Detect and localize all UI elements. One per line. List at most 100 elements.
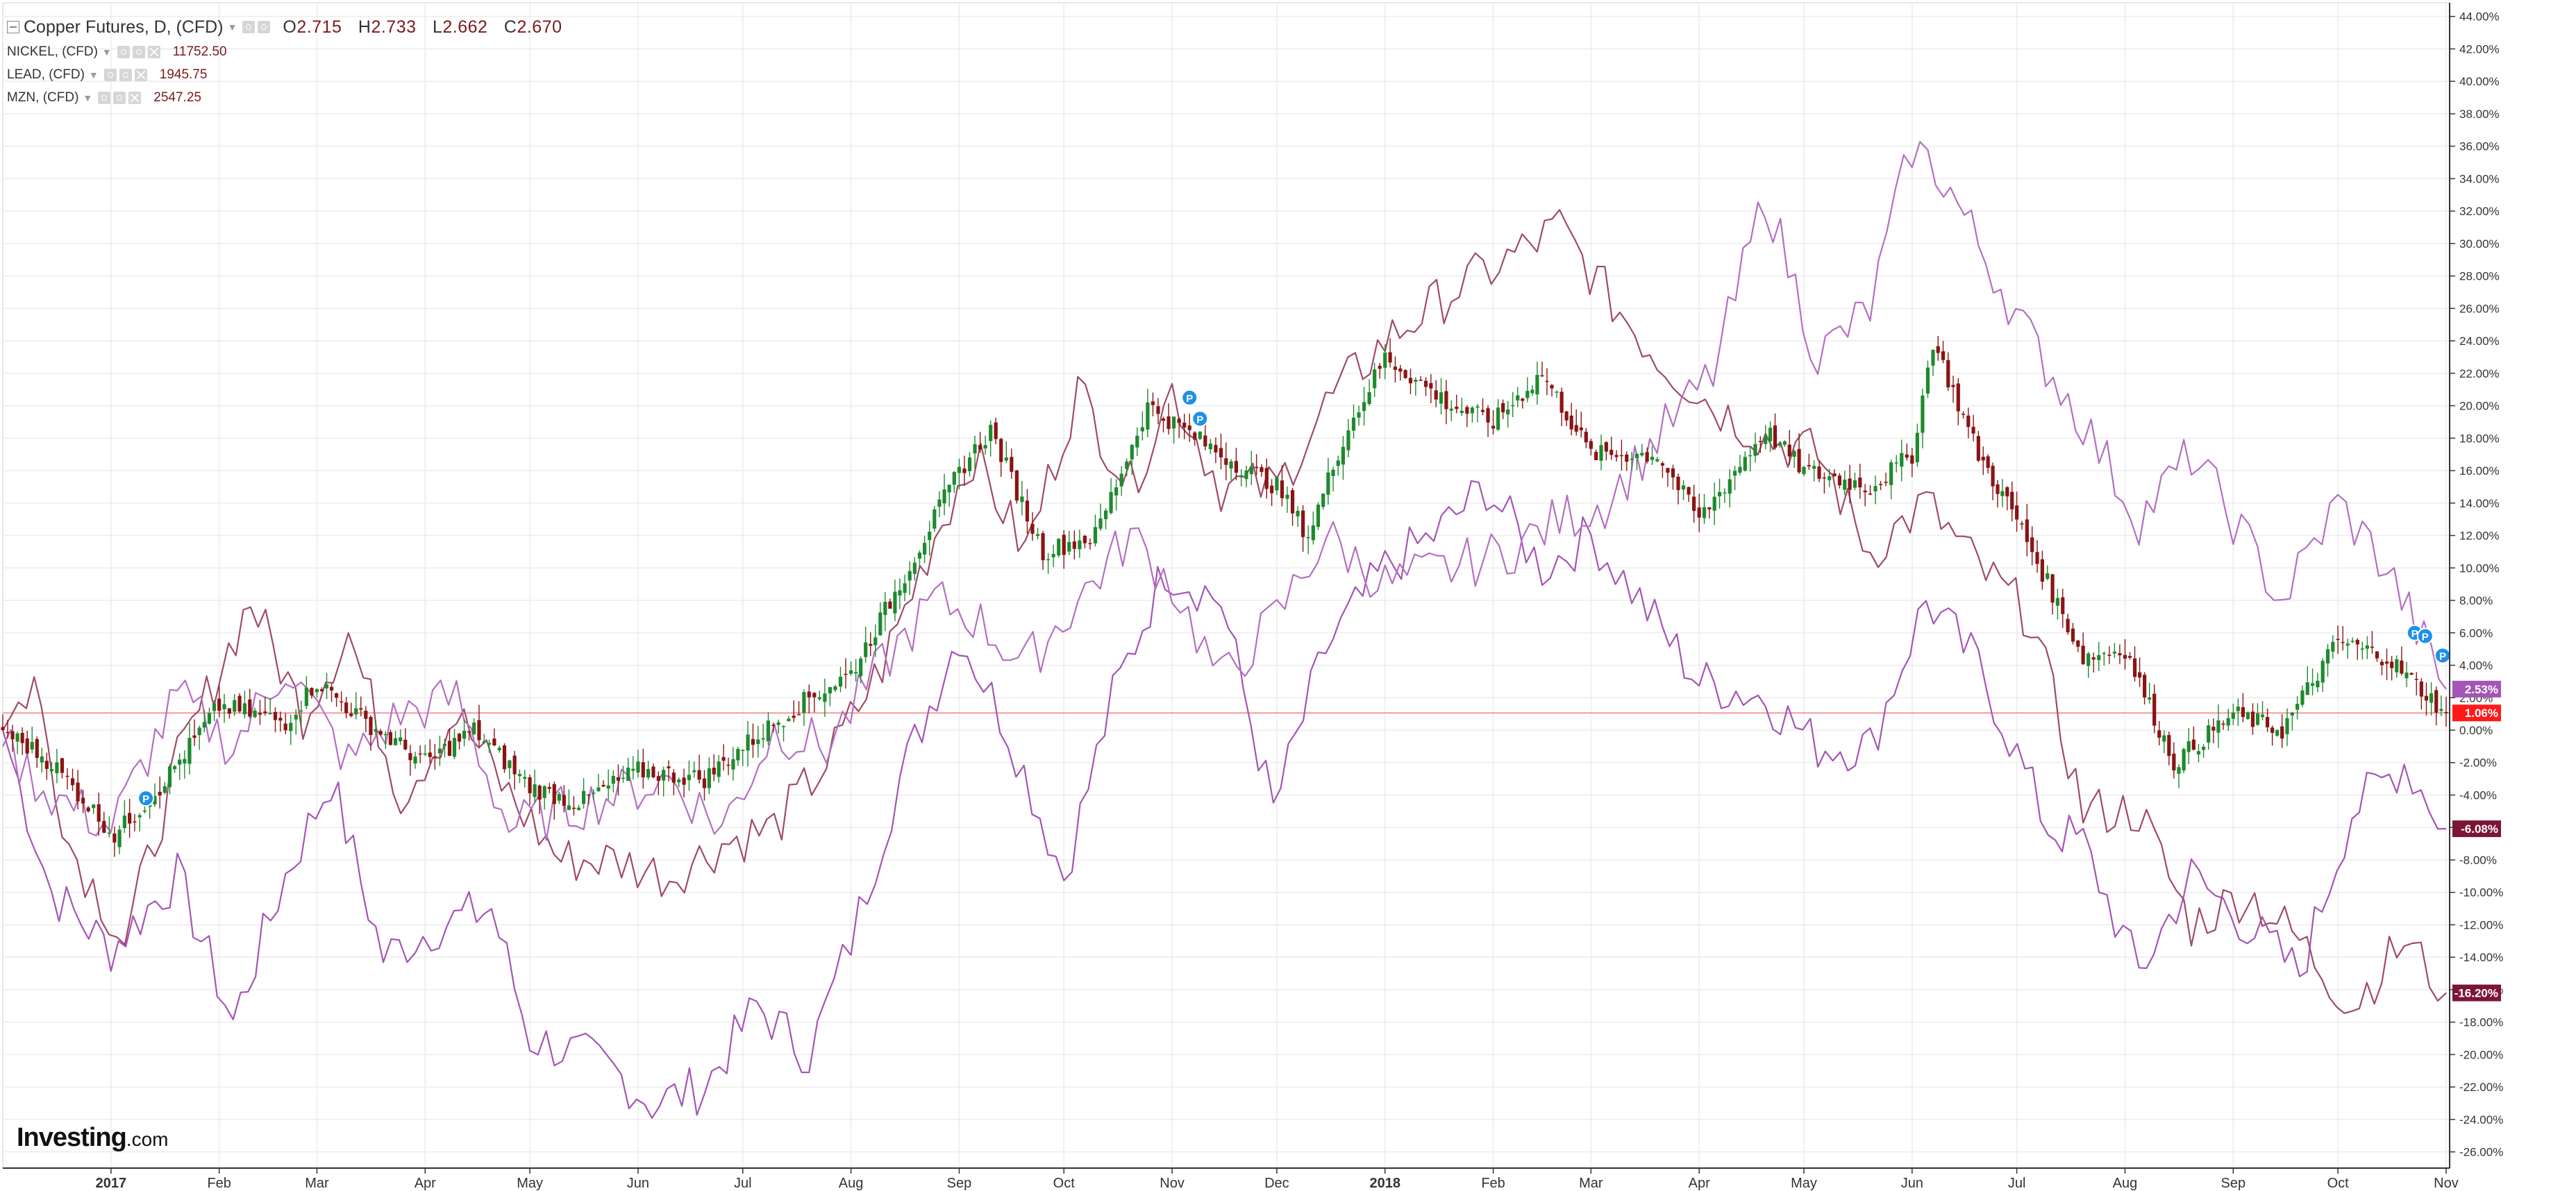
candle-body <box>1072 541 1076 549</box>
candle-body <box>1936 346 1940 353</box>
candle-body <box>1398 368 1403 372</box>
overlay-symbol[interactable]: LEAD, (CFD) <box>7 67 85 82</box>
y-tick-label: -2.00% <box>2459 757 2497 770</box>
candle-body <box>1599 445 1603 461</box>
y-tick-label: 24.00% <box>2459 335 2500 348</box>
candle-body <box>428 752 432 757</box>
candle-body <box>202 722 206 728</box>
candle-body <box>1758 441 1762 442</box>
candle-body <box>1306 537 1310 539</box>
close-icon[interactable] <box>134 68 147 81</box>
x-axis[interactable]: 2017 Feb Mar Apr May Jun Jul Aug Sep Oct Nov Dec 201… <box>3 1167 2459 1191</box>
x-tick-label: Apr <box>1689 1176 1710 1191</box>
candle-body <box>1214 445 1218 453</box>
candle-body <box>537 785 542 800</box>
event-marker-icon[interactable] <box>137 790 155 807</box>
candle-body <box>1966 415 1971 428</box>
candle-body <box>2250 711 2255 727</box>
event-marker-icon[interactable] <box>1191 410 1209 428</box>
close-icon[interactable] <box>147 45 160 58</box>
candle-body <box>2046 573 2050 579</box>
y-tick-label: 34.00% <box>2459 172 2500 185</box>
chevron-down-icon[interactable]: ▼ <box>227 22 237 33</box>
visibility-icon[interactable] <box>119 68 132 81</box>
candle-body <box>1863 490 1867 493</box>
collapse-icon[interactable] <box>7 21 19 33</box>
candle-body <box>359 708 363 710</box>
chevron-down-icon[interactable]: ▼ <box>101 46 112 58</box>
candle-body <box>771 725 776 726</box>
event-marker-label[interactable]: P <box>2439 650 2446 662</box>
legend-main[interactable]: Copper Futures, D, (CFD) ▼ O2.715 H2.733… <box>7 14 574 40</box>
candle-body <box>848 670 853 674</box>
event-marker-icon[interactable] <box>1181 389 1198 406</box>
event-marker-icon[interactable] <box>2416 627 2434 645</box>
candle-body <box>222 704 226 709</box>
chevron-down-icon[interactable]: ▼ <box>88 69 99 81</box>
x-tick-label: Sep <box>2221 1176 2246 1191</box>
candle-body <box>437 748 442 754</box>
event-marker-label[interactable]: P <box>1196 414 1203 425</box>
candle-body <box>197 727 201 736</box>
candle-body <box>1764 437 1768 444</box>
overlay-value: 1945.75 <box>159 67 208 82</box>
candle-body <box>102 820 106 833</box>
candle-body <box>487 743 492 745</box>
visibility-icon[interactable] <box>258 21 271 33</box>
visibility-icon[interactable] <box>132 45 145 58</box>
legend-overlay-mzn[interactable]: MZN, (CFD) ▼ 2547.25 <box>7 86 574 109</box>
candle-body <box>576 807 581 811</box>
settings-icon[interactable] <box>242 21 256 33</box>
event-marker-label[interactable]: P <box>2411 628 2418 640</box>
candle-body <box>482 741 486 743</box>
candle-body <box>1357 412 1361 418</box>
overlay-symbol[interactable]: NICKEL, (CFD) <box>7 44 98 59</box>
candle-body <box>1078 540 1082 550</box>
candle-body <box>1555 391 1559 393</box>
chevron-down-icon[interactable]: ▼ <box>83 92 93 103</box>
y-tick-label: -26.00% <box>2459 1146 2503 1159</box>
candle-body <box>1264 468 1269 489</box>
x-tick-label: Mar <box>1579 1176 1603 1191</box>
candle-body <box>533 784 537 797</box>
candle-body <box>1525 391 1530 398</box>
candle-body <box>736 749 740 761</box>
x-tick-label: Apr <box>415 1176 436 1191</box>
candle-body <box>35 738 39 759</box>
x-tick-label: Jun <box>1901 1176 1923 1191</box>
settings-icon[interactable] <box>103 68 117 81</box>
candle-body <box>2336 639 2340 641</box>
legend-overlay-nickel[interactable]: NICKEL, (CFD) ▼ 11752.50 <box>7 40 574 63</box>
main-symbol[interactable]: Copper Futures, D, (CFD) <box>24 17 224 37</box>
candle-body <box>1521 398 1525 401</box>
event-marker-label[interactable]: P <box>1186 393 1193 405</box>
candle-body <box>2419 681 2423 697</box>
candle-body <box>1996 484 2000 494</box>
candle-body <box>2010 491 2014 509</box>
visibility-icon[interactable] <box>113 91 126 104</box>
candle-body <box>1728 479 1732 494</box>
candle-body <box>462 730 467 739</box>
candle-body <box>973 444 977 454</box>
candle-body <box>888 601 892 609</box>
event-marker-label[interactable]: P <box>2422 631 2429 643</box>
series-line-mzn <box>2 141 2447 841</box>
event-marker-label[interactable]: P <box>142 793 149 805</box>
candle-body <box>1109 492 1113 514</box>
candle-body <box>962 468 967 473</box>
legend-overlay-lead[interactable]: LEAD, (CFD) ▼ 1945.75 <box>7 63 574 86</box>
settings-icon[interactable] <box>117 45 130 58</box>
candle-body <box>1393 366 1398 370</box>
candle-body <box>2000 491 2005 496</box>
candle-body <box>1822 477 1826 479</box>
candle-body <box>217 698 221 711</box>
overlay-symbol[interactable]: MZN, (CFD) <box>7 90 79 105</box>
y-axis[interactable]: 44.00% 42.00% 40.00% 38.00% 36.00% 34.00% 32.0… <box>2449 3 2503 1168</box>
candle-body <box>1316 505 1321 527</box>
candle-body <box>344 702 349 713</box>
candle-body <box>263 711 267 713</box>
close-icon[interactable] <box>128 91 142 104</box>
settings-icon[interactable] <box>98 91 111 104</box>
